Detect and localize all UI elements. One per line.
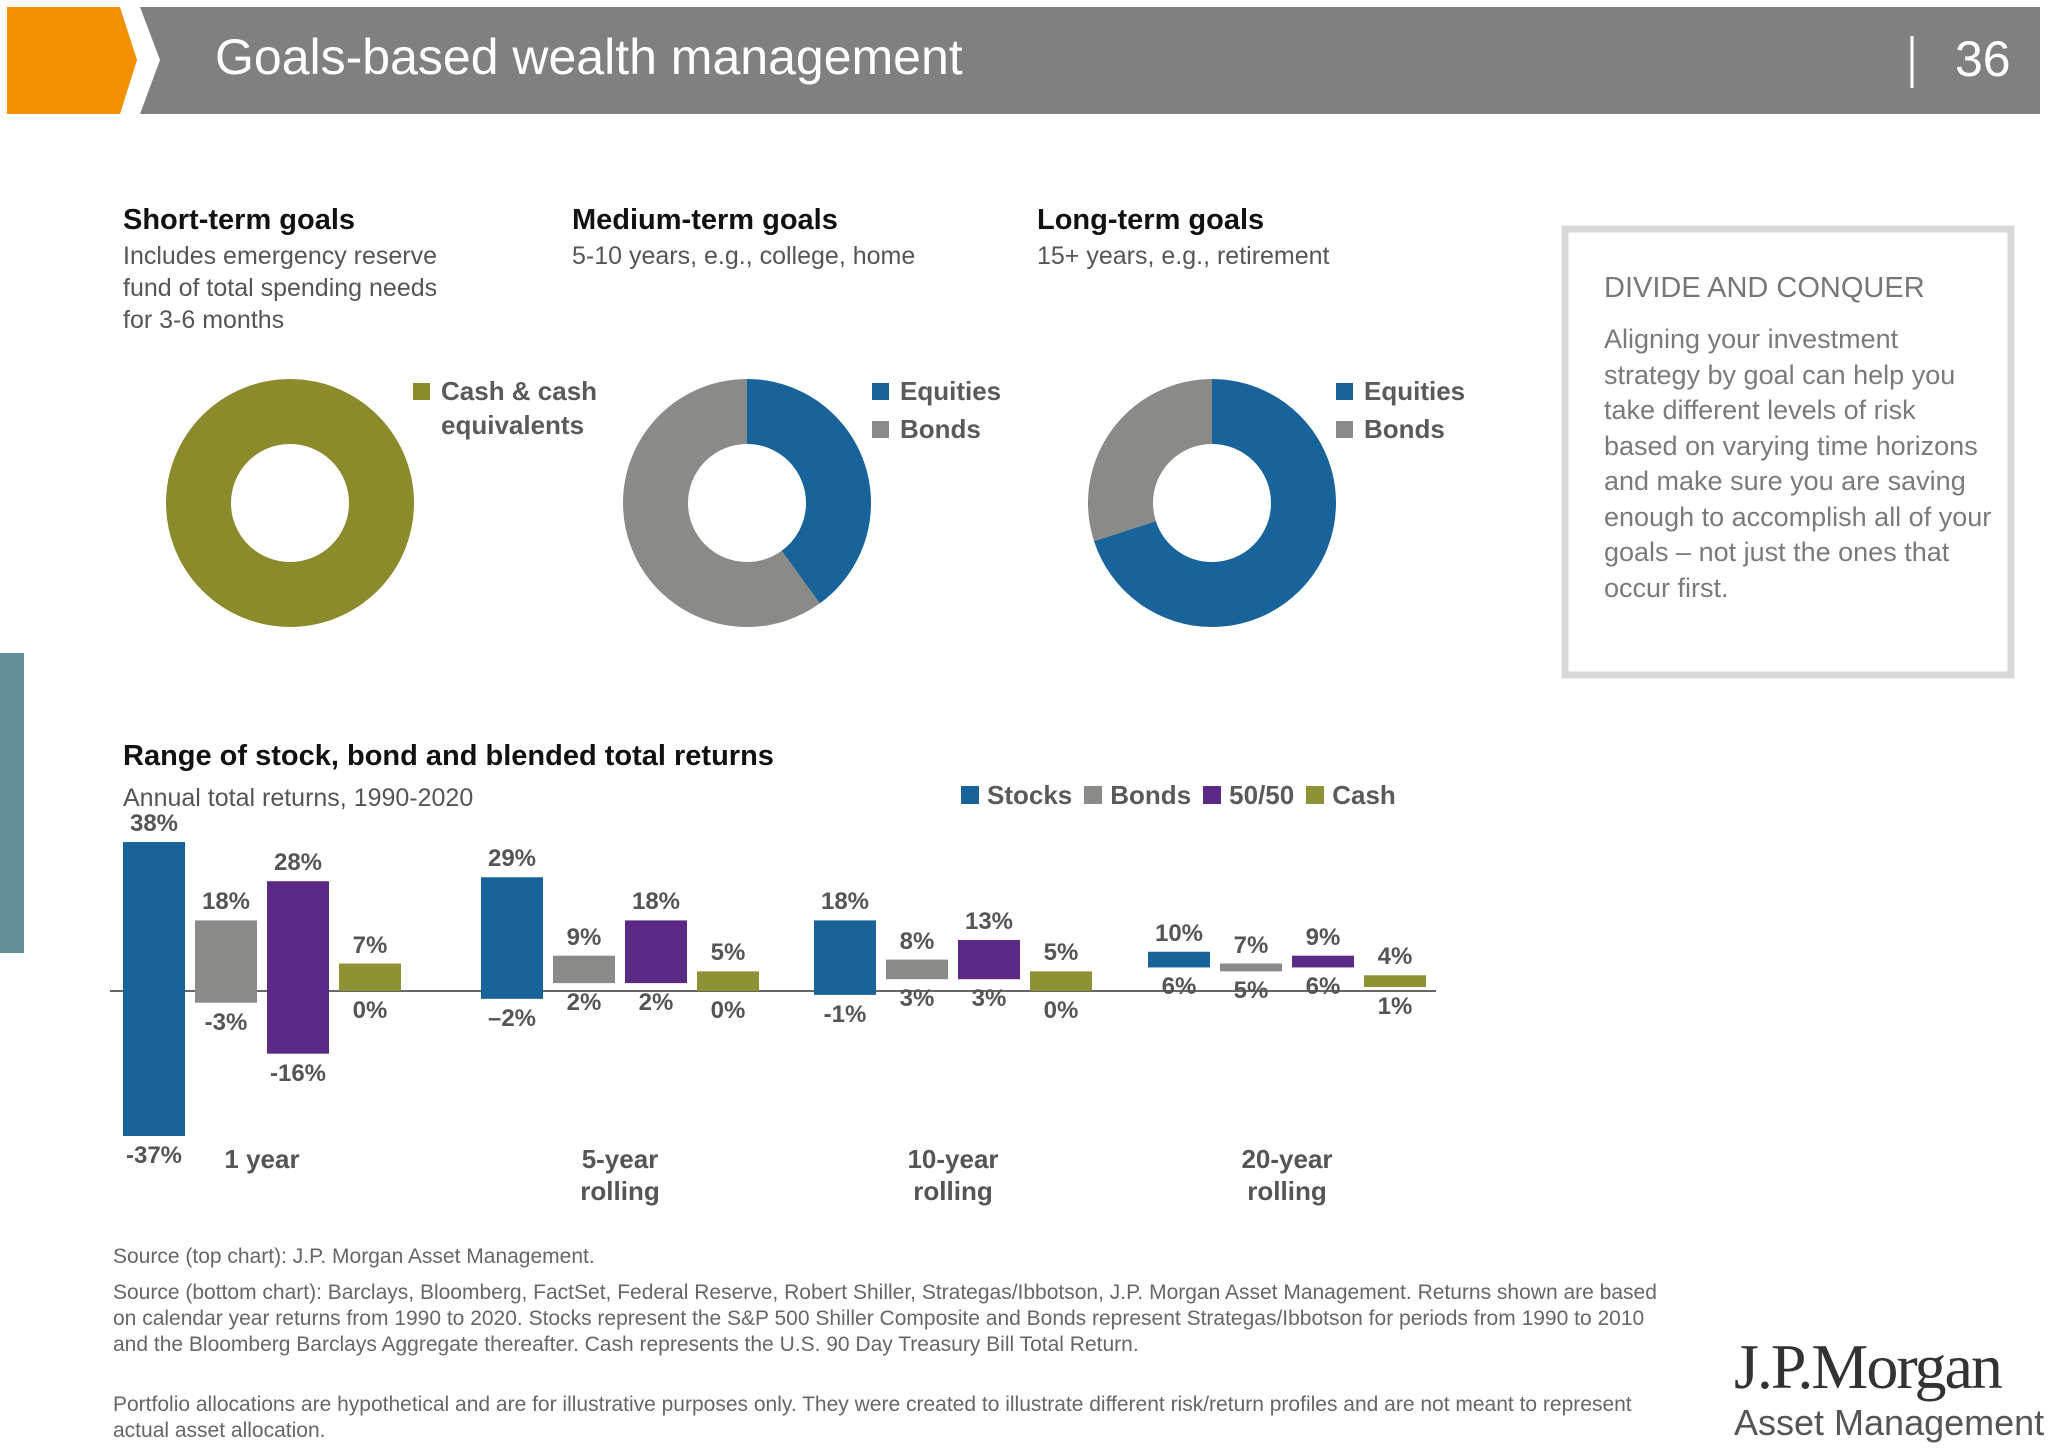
header-chevron [7, 7, 137, 114]
legend-label: Equities [1364, 376, 1466, 406]
value-label: 9% [566, 923, 602, 951]
legend: Stocks Bonds 50/50 Cash [961, 778, 1396, 812]
value-label: 0% [1043, 996, 1079, 1024]
value-label: 5% [1043, 939, 1079, 967]
legend-label: Equities [900, 376, 1002, 406]
chart-title: Range of stock, bond and blended total r… [123, 740, 774, 772]
legend-label: Bonds [1110, 780, 1192, 810]
value-label: 18% [201, 888, 251, 916]
value-label: 5% [710, 939, 746, 967]
value-label: -3% [204, 1008, 248, 1036]
page-number: 36 [1955, 31, 2011, 87]
header-title: Goals-based wealth management [215, 29, 963, 85]
value-label: 2% [566, 989, 602, 1017]
source-note: Source (top chart): J.P. Morgan Asset Ma… [113, 1245, 595, 1268]
range-bar [958, 940, 1020, 980]
range-bar [625, 920, 687, 984]
legend-swatch [1084, 786, 1103, 804]
goal-title: Medium-term goals [572, 204, 838, 236]
value-label: 8% [899, 927, 935, 955]
legend-swatch [872, 421, 889, 438]
value-label: 7% [352, 931, 388, 959]
value-label: 10% [1154, 919, 1204, 947]
value-label: 4% [1377, 943, 1413, 971]
range-bar [1220, 963, 1282, 972]
goal-subtitle: 5-10 years, e.g., college, home [572, 242, 916, 270]
legend-label: Cash [1332, 780, 1396, 810]
legend-swatch [1336, 383, 1353, 400]
range-bar [339, 963, 401, 991]
value-label: 0% [710, 996, 746, 1024]
value-label: –2% [487, 1004, 537, 1032]
category-label: 10-year rolling [907, 1144, 999, 1206]
category-label: 1 year [224, 1144, 300, 1174]
value-label: 6% [1161, 973, 1197, 1001]
value-label: -1% [823, 1000, 867, 1028]
range-bar [886, 959, 948, 980]
value-label: 38% [129, 810, 179, 837]
value-label: 6% [1305, 973, 1341, 1001]
legend-label: 50/50 [1229, 780, 1295, 810]
donut-slice [623, 379, 871, 627]
value-label: 29% [487, 845, 537, 873]
goal-title: Long-term goals [1037, 204, 1265, 236]
source-note: Source (bottom chart): Barclays, Bloombe… [113, 1281, 1657, 1356]
legend-swatch [872, 383, 889, 400]
donut-slice [166, 379, 414, 627]
value-label: 0% [352, 996, 388, 1024]
goal-subtitle: 15+ years, e.g., retirement [1037, 242, 1330, 270]
legend-label: Bonds [1364, 414, 1445, 444]
range-bar [1364, 975, 1426, 988]
range-bar [1030, 971, 1092, 991]
range-bar [267, 881, 329, 1054]
legend-swatch [961, 786, 979, 804]
value-label: 28% [273, 849, 323, 877]
value-label: 9% [1305, 923, 1341, 951]
range-bar [814, 920, 876, 995]
value-label: 3% [899, 985, 935, 1013]
source-note: Portfolio allocations are hypothetical a… [113, 1393, 1632, 1442]
logo-name: J.P.Morgan [1734, 1331, 2003, 1402]
sidebar-box [1561, 225, 2015, 679]
legend-swatch [1203, 786, 1222, 804]
value-label: 18% [820, 888, 870, 916]
value-label: -37% [125, 1142, 183, 1169]
value-label: 1% [1377, 993, 1413, 1021]
range-bar [1148, 951, 1210, 968]
header-bar [140, 7, 2040, 114]
value-label: -16% [269, 1059, 327, 1087]
category-label: 20-year rolling [1241, 1144, 1333, 1206]
range-bar [195, 920, 257, 1003]
donut-slice [1088, 379, 1336, 627]
value-label: 18% [631, 888, 681, 916]
value-label: 5% [1233, 977, 1269, 1005]
legend-swatch [1336, 421, 1353, 438]
range-bar [1292, 955, 1354, 968]
sidebar-title: DIVIDE AND CONQUER [1604, 272, 1925, 304]
goal-subtitle: Includes emergency reserve fund of total… [123, 242, 438, 334]
value-label: 2% [638, 989, 674, 1017]
chart-subtitle: Annual total returns, 1990-2020 [123, 784, 474, 812]
range-bar [697, 971, 759, 991]
value-label: 7% [1233, 931, 1269, 959]
legend-swatch [1306, 786, 1325, 804]
sidebar-text: Aligning your investment strategy by goa… [1604, 324, 1992, 603]
range-bar [123, 842, 185, 1136]
legend-label: Bonds [900, 414, 981, 444]
legend-swatch [413, 383, 430, 400]
category-label: 5-year rolling [580, 1144, 660, 1206]
side-tab [0, 653, 24, 953]
value-label: 13% [964, 908, 1014, 935]
goal-title: Short-term goals [123, 204, 356, 236]
range-bar [481, 877, 543, 999]
range-bar [553, 955, 615, 984]
legend-label: Stocks [987, 780, 1073, 810]
legend-label: Cash & cash equivalents [441, 376, 598, 440]
value-label: 3% [971, 985, 1007, 1013]
logo-subtitle: Asset Management [1734, 1402, 2045, 1443]
